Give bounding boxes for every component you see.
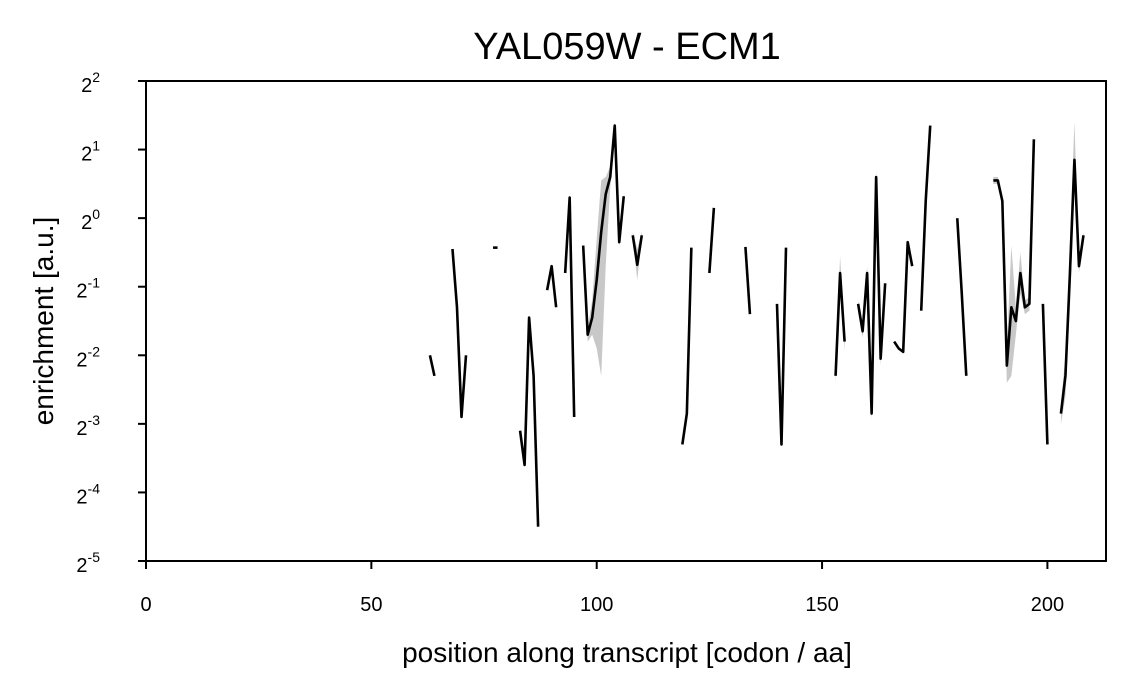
series-segment-9 bbox=[708, 207, 716, 274]
x-tick-label: 0 bbox=[140, 594, 151, 616]
x-tick-label: 100 bbox=[580, 594, 613, 616]
y-axis-label: enrichment [a.u.] bbox=[28, 217, 59, 426]
series-segment-16 bbox=[955, 218, 968, 376]
series-segment-10 bbox=[744, 246, 752, 315]
x-axis-label: position along transcript [codon / aa] bbox=[402, 637, 852, 668]
series-segment-3 bbox=[518, 316, 540, 527]
series-segment-13 bbox=[856, 175, 887, 415]
y-axis-ticks: 22 21 20 2-1 2-2 2-3 2-4 2-5 bbox=[76, 69, 146, 577]
x-tick-label: 200 bbox=[1031, 594, 1064, 616]
series-segment-6 bbox=[581, 124, 626, 337]
y-tick-label: 20 bbox=[81, 206, 100, 234]
x-axis-ticks: 0 50 100 150 200 bbox=[140, 561, 1064, 616]
y-tick-label: 22 bbox=[81, 69, 100, 97]
band-17 bbox=[993, 132, 1034, 383]
x-tick-label: 150 bbox=[805, 594, 838, 616]
series-segment-8 bbox=[681, 247, 693, 445]
x-tick-label: 50 bbox=[360, 594, 382, 616]
series-segment-0 bbox=[428, 355, 436, 377]
confidence-bands bbox=[583, 122, 1084, 424]
y-tick-label: 2-4 bbox=[76, 480, 100, 508]
y-tick-label: 2-1 bbox=[76, 275, 100, 303]
plot-frame bbox=[145, 80, 1107, 562]
band-6 bbox=[583, 122, 624, 376]
y-tick-label: 2-2 bbox=[76, 343, 100, 371]
series-segment-12 bbox=[834, 271, 846, 376]
series-segment-7 bbox=[631, 235, 644, 267]
series-segment-1 bbox=[451, 248, 468, 419]
series-segment-19 bbox=[1059, 158, 1085, 414]
series-segment-14 bbox=[893, 240, 914, 354]
y-tick-label: 2-5 bbox=[76, 549, 100, 577]
series-segment-15 bbox=[919, 125, 932, 311]
y-tick-label: 21 bbox=[81, 138, 100, 166]
series-segment-18 bbox=[1041, 303, 1049, 445]
chart-title: YAL059W - ECM1 bbox=[473, 26, 781, 68]
y-tick-label: 2-3 bbox=[76, 412, 100, 440]
series-segment-4 bbox=[545, 264, 558, 308]
series-segment-5 bbox=[563, 196, 576, 418]
series-segment-11 bbox=[775, 247, 788, 446]
series-lines bbox=[428, 124, 1085, 527]
series-segment-17 bbox=[993, 139, 1036, 367]
